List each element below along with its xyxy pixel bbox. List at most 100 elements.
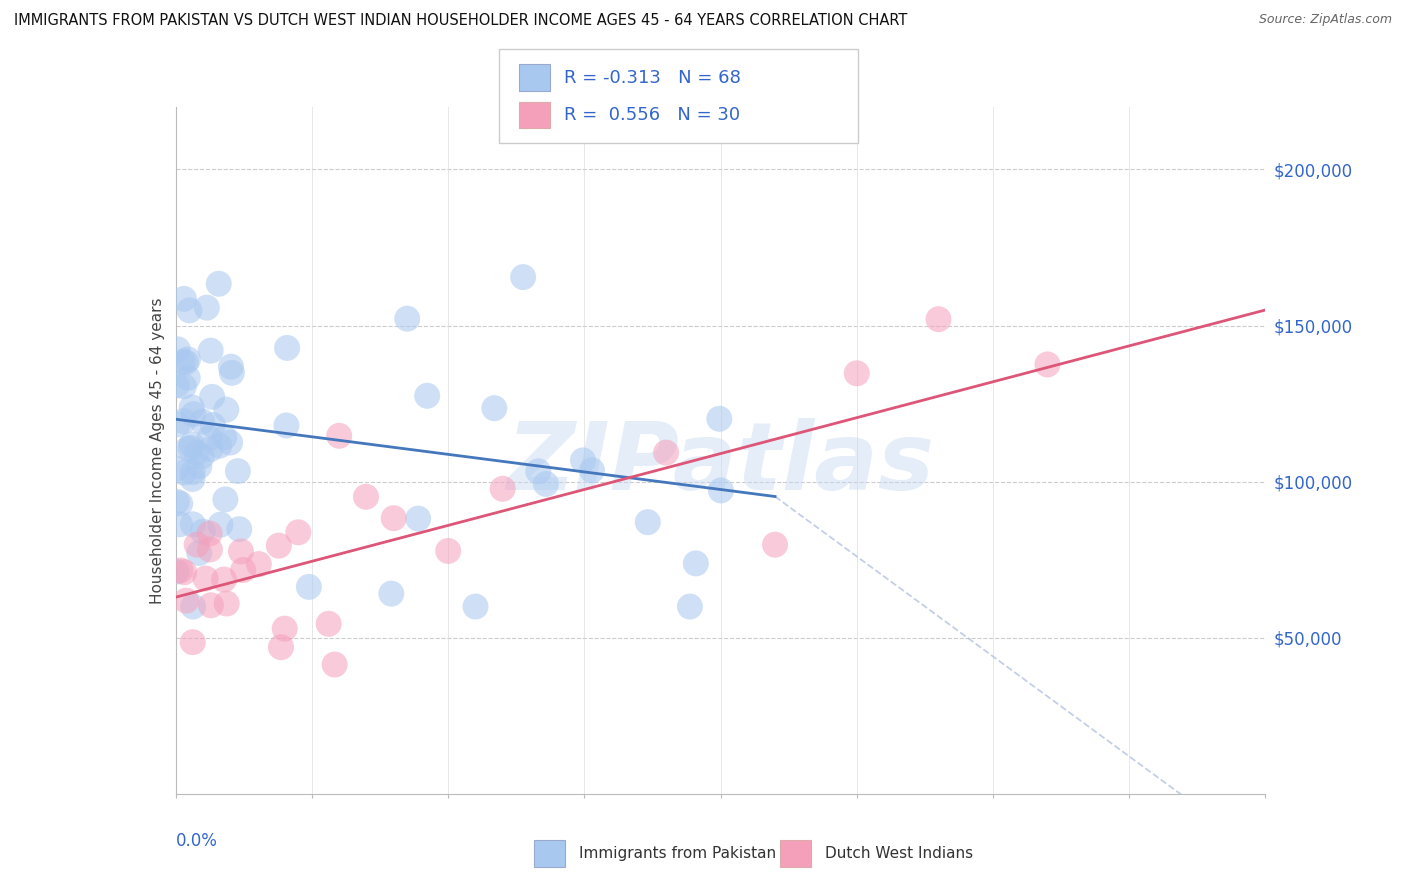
Point [214, 492, 236, 507]
Text: 0.0%: 0.0% [176, 831, 218, 850]
Point [195, 301, 218, 315]
Point [179, 303, 201, 318]
Point [406, 511, 429, 525]
Text: ZIPatlas: ZIPatlas [506, 418, 935, 510]
Point [709, 411, 731, 425]
Point [710, 483, 733, 498]
Point [173, 566, 195, 580]
Point [201, 390, 224, 404]
Point [169, 564, 191, 578]
Point [181, 465, 204, 479]
Point [527, 464, 550, 478]
Point [298, 580, 321, 594]
Point [174, 593, 197, 607]
Point [396, 311, 419, 326]
Point [287, 525, 309, 540]
Point [267, 539, 290, 553]
Point [177, 352, 200, 367]
Point [464, 599, 486, 614]
Point [208, 277, 231, 291]
Point [201, 418, 224, 433]
Point [534, 477, 557, 491]
Point [200, 343, 222, 358]
Point [214, 430, 236, 444]
Point [198, 431, 221, 445]
Point [181, 472, 204, 486]
Point [581, 463, 603, 477]
Point [166, 417, 188, 432]
Point [270, 640, 292, 655]
Point [209, 517, 232, 532]
Point [173, 414, 195, 428]
Point [198, 542, 221, 557]
Point [200, 599, 222, 613]
Point [354, 490, 377, 504]
Point [274, 622, 297, 636]
Point [166, 565, 188, 579]
Point [191, 450, 214, 464]
Point [169, 517, 191, 532]
Point [215, 402, 238, 417]
Point [276, 418, 298, 433]
Point [166, 461, 188, 475]
Point [194, 572, 217, 586]
Y-axis label: Householder Income Ages 45 - 64 years: Householder Income Ages 45 - 64 years [149, 297, 165, 604]
Point [679, 599, 702, 614]
Point [492, 482, 515, 496]
Point [484, 401, 506, 416]
Point [172, 354, 194, 368]
Point [221, 366, 243, 380]
Point [200, 442, 222, 457]
Point [186, 538, 208, 552]
Point [845, 367, 868, 381]
Point [166, 378, 188, 392]
Point [219, 359, 242, 374]
Point [198, 526, 221, 541]
Point [512, 270, 534, 285]
Text: Immigrants from Pakistan: Immigrants from Pakistan [579, 847, 776, 861]
Point [186, 446, 208, 460]
Point [180, 437, 202, 451]
Point [179, 441, 201, 455]
Point [380, 587, 402, 601]
Text: R =  0.556   N = 30: R = 0.556 N = 30 [564, 106, 740, 124]
Point [928, 312, 950, 326]
Point [191, 415, 214, 429]
Point [212, 573, 235, 587]
Point [437, 544, 460, 558]
Text: IMMIGRANTS FROM PAKISTAN VS DUTCH WEST INDIAN HOUSEHOLDER INCOME AGES 45 - 64 YE: IMMIGRANTS FROM PAKISTAN VS DUTCH WEST I… [14, 13, 907, 29]
Point [323, 657, 346, 672]
Point [180, 401, 202, 415]
Point [416, 389, 439, 403]
Point [166, 343, 188, 357]
Point [173, 379, 195, 393]
Point [166, 495, 188, 509]
Point [215, 597, 238, 611]
Text: Source: ZipAtlas.com: Source: ZipAtlas.com [1258, 13, 1392, 27]
Point [181, 635, 204, 649]
Point [176, 442, 198, 456]
Point [183, 407, 205, 421]
Point [181, 517, 204, 532]
Point [191, 524, 214, 539]
Point [226, 464, 249, 478]
Point [276, 341, 298, 355]
Point [219, 435, 242, 450]
Point [637, 515, 659, 529]
Point [181, 599, 204, 614]
Point [169, 497, 191, 511]
Point [655, 445, 678, 459]
Point [763, 538, 786, 552]
Point [174, 355, 197, 369]
Point [382, 511, 405, 525]
Point [177, 371, 200, 385]
Point [572, 453, 595, 467]
Point [328, 429, 350, 443]
Text: R = -0.313   N = 68: R = -0.313 N = 68 [564, 69, 741, 87]
Point [232, 563, 254, 577]
Point [208, 439, 231, 453]
Point [173, 466, 195, 480]
Point [247, 557, 270, 571]
Point [173, 292, 195, 306]
Point [1036, 358, 1059, 372]
